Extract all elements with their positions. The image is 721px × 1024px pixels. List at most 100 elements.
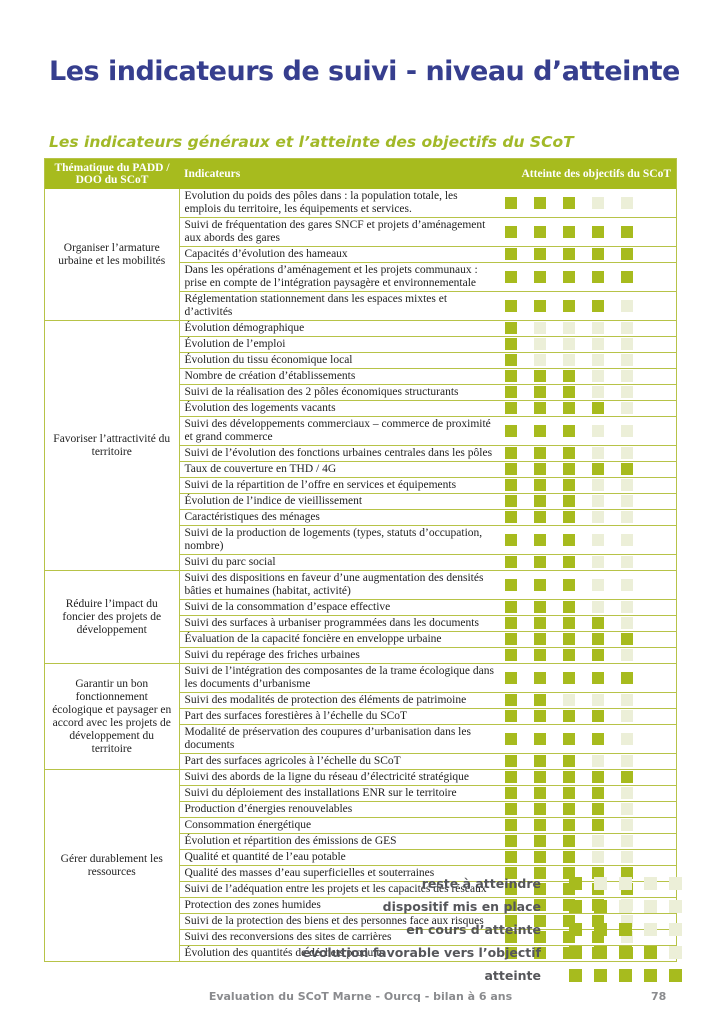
level-square-filled (563, 386, 575, 399)
level-square-filled (505, 867, 517, 880)
level-square-filled (563, 370, 575, 383)
level-square-filled (534, 867, 546, 880)
level-square-filled (569, 946, 582, 959)
level-square-filled (563, 649, 575, 662)
indicator-label: Suivi de la protection des biens et des … (179, 913, 500, 930)
attainment-squares (500, 384, 677, 401)
level-square-filled (505, 354, 517, 367)
attainment-squares (500, 631, 677, 648)
level-square-empty (669, 923, 682, 936)
indicator-label: Suivi de la réalisation des 2 pôles écon… (179, 384, 500, 401)
indicator-label: Protection des zones humides (179, 897, 500, 914)
level-square-filled (563, 578, 575, 591)
level-square-empty (621, 386, 633, 399)
level-square-empty (621, 601, 633, 614)
level-square-filled (505, 819, 517, 832)
attainment-squares (500, 663, 677, 693)
level-square-filled (534, 463, 546, 476)
level-square-filled (569, 969, 582, 982)
level-square-empty (621, 649, 633, 662)
indicator-row: Suivi de la répartition de l’offre en se… (45, 477, 677, 494)
level-square-empty (592, 338, 604, 351)
level-square-filled (563, 617, 575, 630)
level-square-empty (621, 447, 633, 460)
indicators-table-body: Organiser l’armature urbaine et les mobi… (44, 189, 677, 962)
level-square-filled (534, 931, 546, 944)
level-square-filled (534, 511, 546, 524)
level-square-empty (621, 851, 633, 864)
indicator-label: Capacités d’évolution des hameaux (179, 246, 500, 263)
indicator-label: Consommation énergétique (179, 817, 500, 834)
indicator-label: Évolution de l’indice de vieillissement (179, 493, 500, 510)
level-square-filled (505, 424, 517, 437)
legend-squares (557, 923, 682, 936)
level-square-empty (621, 402, 633, 415)
level-square-filled (592, 633, 604, 646)
level-square-filled (534, 248, 546, 261)
level-square-filled (534, 386, 546, 399)
level-square-empty (669, 877, 682, 890)
attainment-squares (500, 291, 677, 321)
level-square-filled (592, 787, 604, 800)
level-square-filled (621, 867, 633, 880)
indicator-row: Organiser l’armature urbaine et les mobi… (44, 189, 677, 321)
legend-squares (557, 946, 682, 959)
table-header: Thématique du PADD / DOO du SCoT Indicat… (44, 158, 677, 189)
level-square-filled (563, 867, 575, 880)
legend-label: dispositif mis en place (382, 899, 541, 914)
level-square-filled (534, 694, 546, 707)
indicator-row: Part des surfaces agricoles à l’échelle … (45, 753, 677, 770)
level-square-empty (621, 803, 633, 816)
level-square-filled (592, 463, 604, 476)
level-square-empty (592, 370, 604, 383)
page-title: Les indicateurs de suivi - niveau d’atte… (49, 56, 680, 88)
indicator-label: Caractéristiques des ménages (179, 509, 500, 526)
level-square-filled (534, 947, 546, 960)
level-square-empty (621, 511, 633, 524)
level-square-filled (621, 270, 633, 283)
attainment-squares (500, 708, 677, 725)
legend-squares (557, 900, 682, 913)
attainment-squares (500, 246, 677, 263)
level-square-empty (563, 694, 575, 707)
attainment-squares (500, 493, 677, 510)
level-square-filled (505, 947, 517, 960)
level-square-filled (563, 402, 575, 415)
indicator-label: Suivi des modalités de protection des él… (179, 692, 500, 709)
level-square-empty (592, 755, 604, 768)
indicator-row: Consommation énergétique (45, 817, 677, 834)
level-square-filled (563, 803, 575, 816)
level-square-empty (592, 578, 604, 591)
level-square-filled (594, 946, 607, 959)
level-square-filled (505, 556, 517, 569)
level-square-filled (594, 923, 607, 936)
level-square-filled (534, 370, 546, 383)
level-square-filled (592, 671, 604, 684)
indicator-row: Favoriser l’attractivité du territoire Év… (44, 320, 677, 571)
level-square-empty (621, 299, 633, 312)
indicator-row: Suivi du parc social (45, 554, 677, 571)
level-square-empty (534, 338, 546, 351)
level-square-filled (592, 732, 604, 745)
level-square-filled (534, 617, 546, 630)
level-square-filled (592, 270, 604, 283)
level-square-filled (505, 732, 517, 745)
level-square-filled (505, 370, 517, 383)
level-square-filled (534, 732, 546, 745)
level-square-filled (563, 196, 575, 209)
attainment-squares (500, 769, 677, 786)
level-square-filled (505, 338, 517, 351)
header-indicators: Indicateurs (179, 158, 500, 189)
level-square-filled (563, 270, 575, 283)
indicator-label: Réglementation stationnement dans les es… (179, 291, 500, 321)
indicator-row: Suivi des développements commerciaux – c… (45, 416, 677, 446)
level-square-filled (592, 248, 604, 261)
level-square-filled (563, 819, 575, 832)
level-square-filled (563, 556, 575, 569)
level-square-filled (563, 633, 575, 646)
level-square-filled (505, 463, 517, 476)
level-square-empty (621, 338, 633, 351)
theme-cell: Réduire l’impact du foncier des projets … (44, 570, 180, 664)
indicator-label: Production d’énergies renouvelables (179, 801, 500, 818)
level-square-filled (621, 225, 633, 238)
